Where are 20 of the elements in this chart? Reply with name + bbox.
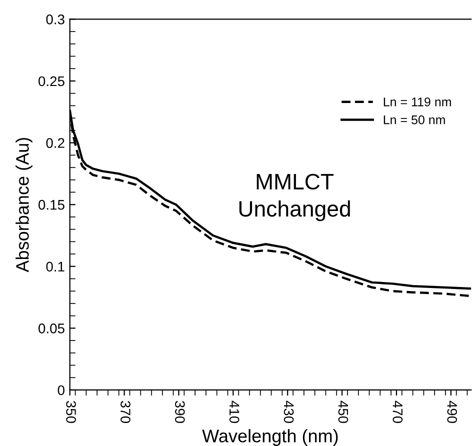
x-tick-label: 430 xyxy=(284,400,294,424)
y-tick-label: 0.1 xyxy=(46,262,64,272)
y-tick-label: 0.15 xyxy=(38,200,64,210)
annotation: MMLCT Unchanged xyxy=(239,174,350,222)
y-tick-label: 0.2 xyxy=(46,138,64,148)
y-tick-label: 0.25 xyxy=(38,76,64,86)
x-tick-label: 370 xyxy=(120,400,130,424)
x-tick-label: 350 xyxy=(66,400,76,424)
x-tick-label: 470 xyxy=(392,400,403,424)
x-tick-label: 450 xyxy=(338,400,348,424)
legend-label: Ln = 119 nm xyxy=(384,98,451,106)
x-tick-label: 390 xyxy=(175,400,185,424)
x-tick-label: 490 xyxy=(447,400,458,424)
y-tick-label: 0.3 xyxy=(46,14,64,24)
y-tick-label: 0 xyxy=(58,385,64,396)
x-tick-label: 410 xyxy=(229,400,240,424)
legend-label: Ln = 50 nm xyxy=(384,115,445,124)
y-axis-title: Absorbance (Au) xyxy=(16,138,32,272)
y-tick-label: 0.05 xyxy=(38,324,64,334)
x-axis-title: Wavelength (nm) xyxy=(202,429,338,446)
